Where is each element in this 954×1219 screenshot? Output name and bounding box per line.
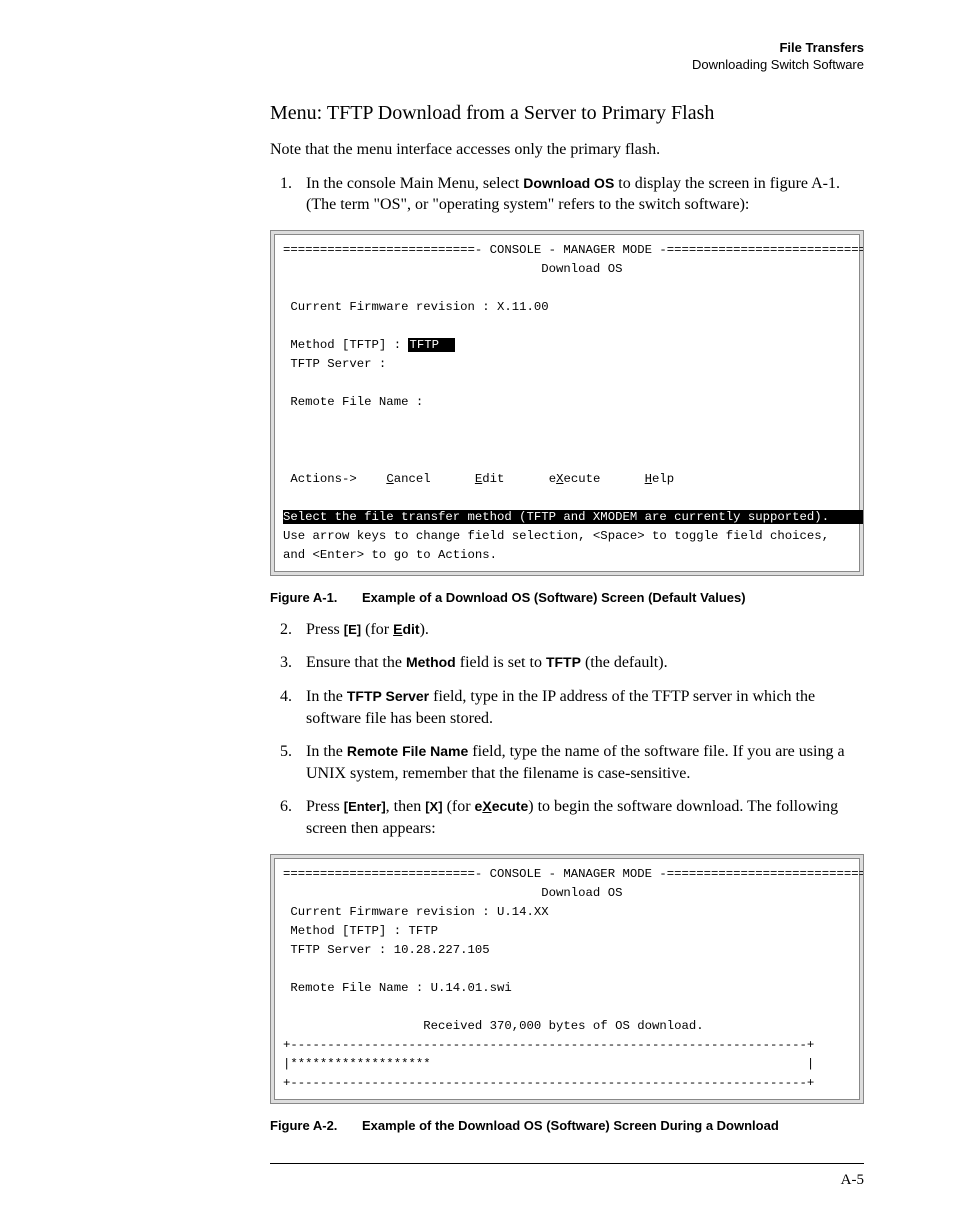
step6-key2: [X] [425,799,442,814]
figure-2-label: Figure A-2. [270,1118,362,1133]
c2-firmware: Current Firmware revision : U.14.XX [283,905,549,919]
step4-pre: In the [306,688,347,705]
c2-tftp-server: TFTP Server : 10.28.227.105 [283,943,490,957]
step6-bold: eXecute [475,798,529,814]
step-3: Ensure that the Method field is set to T… [296,652,864,674]
c1-tftp-server: TFTP Server : [283,357,386,371]
step6-pre: Press [306,798,344,815]
c2-bar-top: +---------------------------------------… [283,1038,814,1052]
step3-post: (the default). [581,654,668,671]
footer-rule [270,1163,864,1164]
step-5: In the Remote File Name field, type the … [296,741,864,784]
step2-pre: Press [306,621,344,638]
c1-title: Download OS [283,262,622,276]
console-screenshot-1: ==========================- CONSOLE - MA… [270,230,864,576]
c1-actions: Actions-> Cancel Edit eXecute Help [283,470,851,489]
page-number: A-5 [270,1172,864,1189]
section-heading: Menu: TFTP Download from a Server to Pri… [270,102,864,125]
page-header: File Transfers Downloading Switch Softwa… [270,40,864,74]
step3-bold1: Method [406,654,456,670]
figure-1-label: Figure A-1. [270,590,362,605]
c2-progress-msg: Received 370,000 bytes of OS download. [283,1019,704,1033]
c1-method-label: Method [TFTP] : [283,338,408,352]
step6-key1: [Enter] [344,799,386,814]
console-screenshot-2: ==========================- CONSOLE - MA… [270,854,864,1105]
step-4: In the TFTP Server field, type in the IP… [296,686,864,729]
step3-mid: field is set to [456,654,546,671]
c2-bar-mid: |******************* | [283,1057,814,1071]
step5-pre: In the [306,743,347,760]
figure-1-caption: Figure A-1.Example of a Download OS (Sof… [270,590,864,605]
step6-mid1: , then [386,798,426,815]
step-1: In the console Main Menu, select Downloa… [296,173,864,216]
step5-bold: Remote File Name [347,743,468,759]
c1-hint-inv: Select the file transfer method (TFTP an… [283,510,864,524]
intro-paragraph: Note that the menu interface accesses on… [270,141,864,159]
header-title: File Transfers [270,40,864,57]
step-6: Press [Enter], then [X] (for eXecute) to… [296,796,864,839]
c2-rule: ==========================- CONSOLE - MA… [283,867,864,881]
c1-method-value: TFTP [408,338,454,352]
step6-mid2: (for [443,798,475,815]
c1-remote-file: Remote File Name : [283,395,423,409]
step3-pre: Ensure that the [306,654,406,671]
step1-pre: In the console Main Menu, select [306,175,523,192]
figure-2-text: Example of the Download OS (Software) Sc… [362,1118,779,1133]
step4-bold: TFTP Server [347,688,429,704]
c1-rule: ==========================- CONSOLE - MA… [283,243,864,257]
figure-2-caption: Figure A-2.Example of the Download OS (S… [270,1118,864,1133]
step2-post: ). [420,621,429,638]
header-subtitle: Downloading Switch Software [270,57,864,74]
c2-method: Method [TFTP] : TFTP [283,924,438,938]
step2-key: [E] [344,622,361,637]
step3-bold2: TFTP [546,654,581,670]
c1-firmware: Current Firmware revision : X.11.00 [283,300,549,314]
figure-1-text: Example of a Download OS (Software) Scre… [362,590,746,605]
c2-title: Download OS [283,886,622,900]
c2-remote-file: Remote File Name : U.14.01.swi [283,981,512,995]
c1-hint2: Use arrow keys to change field selection… [283,529,829,543]
step-2: Press [E] (for Edit). [296,619,864,641]
c1-hint3: and <Enter> to go to Actions. [283,548,497,562]
step2-mid: (for [361,621,393,638]
c2-bar-bot: +---------------------------------------… [283,1076,814,1090]
step1-bold: Download OS [523,175,614,191]
step2-bold: Edit [393,621,419,637]
